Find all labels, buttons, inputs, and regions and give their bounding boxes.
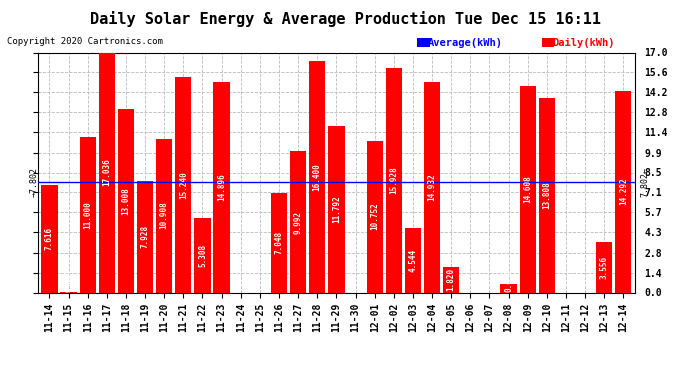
Bar xyxy=(79,137,96,292)
Text: →7.802: →7.802 xyxy=(30,167,39,197)
Bar xyxy=(290,152,306,292)
Bar xyxy=(443,267,460,292)
Text: 10.908: 10.908 xyxy=(159,202,169,229)
Bar xyxy=(156,138,172,292)
Text: 0.004: 0.004 xyxy=(64,268,73,292)
Bar xyxy=(539,98,555,292)
Text: 15.240: 15.240 xyxy=(179,171,188,199)
Text: Average(kWh): Average(kWh) xyxy=(428,38,503,48)
Bar xyxy=(366,141,383,292)
Bar xyxy=(41,185,57,292)
Text: 11.000: 11.000 xyxy=(83,201,92,229)
Text: 5.308: 5.308 xyxy=(198,243,207,267)
Text: 7.616: 7.616 xyxy=(45,227,54,250)
Bar xyxy=(520,86,536,292)
Text: 13.808: 13.808 xyxy=(542,181,551,209)
Bar xyxy=(118,109,134,292)
Text: Daily(kWh): Daily(kWh) xyxy=(552,38,615,48)
Text: Copyright 2020 Cartronics.com: Copyright 2020 Cartronics.com xyxy=(7,38,163,46)
Text: 3.556: 3.556 xyxy=(600,256,609,279)
Text: 15.928: 15.928 xyxy=(389,166,398,194)
Bar xyxy=(615,91,631,292)
Text: 14.292: 14.292 xyxy=(619,178,628,206)
Text: 7.802←: 7.802← xyxy=(640,167,649,197)
Text: 7.048: 7.048 xyxy=(275,231,284,254)
Text: 16.400: 16.400 xyxy=(313,163,322,190)
Text: 0.632: 0.632 xyxy=(504,268,513,292)
Bar xyxy=(271,193,287,292)
Bar xyxy=(137,181,153,292)
Text: 7.928: 7.928 xyxy=(141,225,150,248)
Text: 4.544: 4.544 xyxy=(408,249,417,272)
Bar xyxy=(195,217,210,292)
Text: 14.896: 14.896 xyxy=(217,174,226,201)
Bar xyxy=(424,82,440,292)
Text: 10.752: 10.752 xyxy=(370,203,379,231)
Bar xyxy=(500,284,517,292)
Bar xyxy=(328,126,344,292)
Text: 17.036: 17.036 xyxy=(102,158,111,186)
Bar xyxy=(405,228,421,292)
Text: 14.932: 14.932 xyxy=(428,173,437,201)
Text: Daily Solar Energy & Average Production Tue Dec 15 16:11: Daily Solar Energy & Average Production … xyxy=(90,11,600,27)
Bar xyxy=(213,82,230,292)
Bar xyxy=(99,52,115,292)
Bar xyxy=(386,68,402,292)
Text: 11.792: 11.792 xyxy=(332,195,341,223)
Bar xyxy=(175,77,191,292)
Text: 9.992: 9.992 xyxy=(294,210,303,234)
Bar xyxy=(596,242,612,292)
Bar xyxy=(309,61,326,292)
Text: 13.008: 13.008 xyxy=(121,187,130,214)
Text: 14.608: 14.608 xyxy=(523,176,532,203)
Text: 1.820: 1.820 xyxy=(446,268,455,291)
